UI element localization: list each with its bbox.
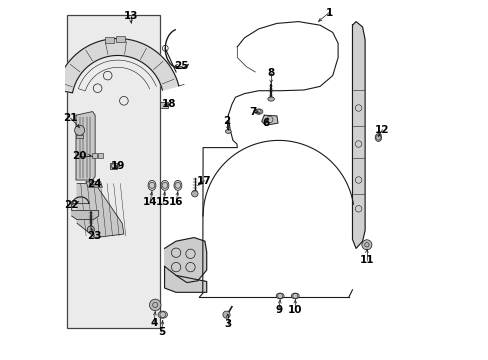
Circle shape bbox=[75, 125, 84, 135]
Text: 10: 10 bbox=[287, 305, 302, 315]
Polygon shape bbox=[72, 202, 99, 220]
Text: 5: 5 bbox=[158, 327, 165, 337]
Text: 16: 16 bbox=[168, 197, 183, 207]
Text: 13: 13 bbox=[123, 11, 138, 21]
Text: 8: 8 bbox=[267, 68, 274, 78]
Circle shape bbox=[361, 240, 371, 250]
Polygon shape bbox=[76, 112, 95, 180]
Bar bbox=[116, 36, 124, 42]
Polygon shape bbox=[86, 182, 102, 187]
Polygon shape bbox=[164, 238, 206, 283]
Circle shape bbox=[191, 190, 198, 197]
Polygon shape bbox=[164, 266, 206, 292]
Ellipse shape bbox=[374, 134, 381, 141]
Circle shape bbox=[87, 226, 94, 233]
Text: 7: 7 bbox=[248, 107, 256, 117]
Bar bbox=[76, 135, 82, 138]
Text: 4: 4 bbox=[150, 318, 158, 328]
Polygon shape bbox=[261, 115, 277, 125]
Text: 11: 11 bbox=[359, 255, 373, 265]
Bar bbox=[160, 102, 167, 108]
Text: 6: 6 bbox=[262, 118, 269, 128]
Text: 17: 17 bbox=[197, 176, 211, 186]
Text: 19: 19 bbox=[111, 161, 125, 171]
Text: 24: 24 bbox=[87, 179, 102, 189]
Text: 18: 18 bbox=[162, 99, 176, 109]
Text: 20: 20 bbox=[72, 150, 86, 161]
Polygon shape bbox=[352, 22, 365, 248]
Bar bbox=[105, 37, 114, 43]
Text: 25: 25 bbox=[174, 60, 189, 71]
Text: 3: 3 bbox=[224, 319, 231, 329]
Ellipse shape bbox=[174, 180, 182, 190]
Ellipse shape bbox=[276, 293, 284, 299]
Bar bbox=[67, 15, 160, 328]
Polygon shape bbox=[77, 184, 123, 238]
Text: 15: 15 bbox=[156, 197, 170, 207]
Text: 22: 22 bbox=[63, 200, 78, 210]
Bar bbox=[98, 153, 103, 158]
Text: 12: 12 bbox=[374, 125, 389, 135]
Text: 14: 14 bbox=[142, 197, 157, 207]
Text: 1: 1 bbox=[325, 8, 332, 18]
Circle shape bbox=[149, 299, 161, 311]
Text: 23: 23 bbox=[87, 231, 102, 241]
Ellipse shape bbox=[225, 130, 231, 134]
Text: 21: 21 bbox=[63, 113, 78, 123]
Bar bbox=[110, 163, 117, 169]
Polygon shape bbox=[56, 39, 179, 93]
Ellipse shape bbox=[267, 97, 274, 101]
Text: 2: 2 bbox=[223, 116, 230, 126]
Ellipse shape bbox=[291, 293, 299, 299]
Text: 9: 9 bbox=[275, 305, 282, 315]
Ellipse shape bbox=[148, 180, 156, 190]
Circle shape bbox=[223, 311, 230, 318]
Bar bbox=[91, 153, 97, 158]
Ellipse shape bbox=[254, 109, 263, 114]
Ellipse shape bbox=[158, 311, 167, 318]
Ellipse shape bbox=[161, 180, 168, 190]
